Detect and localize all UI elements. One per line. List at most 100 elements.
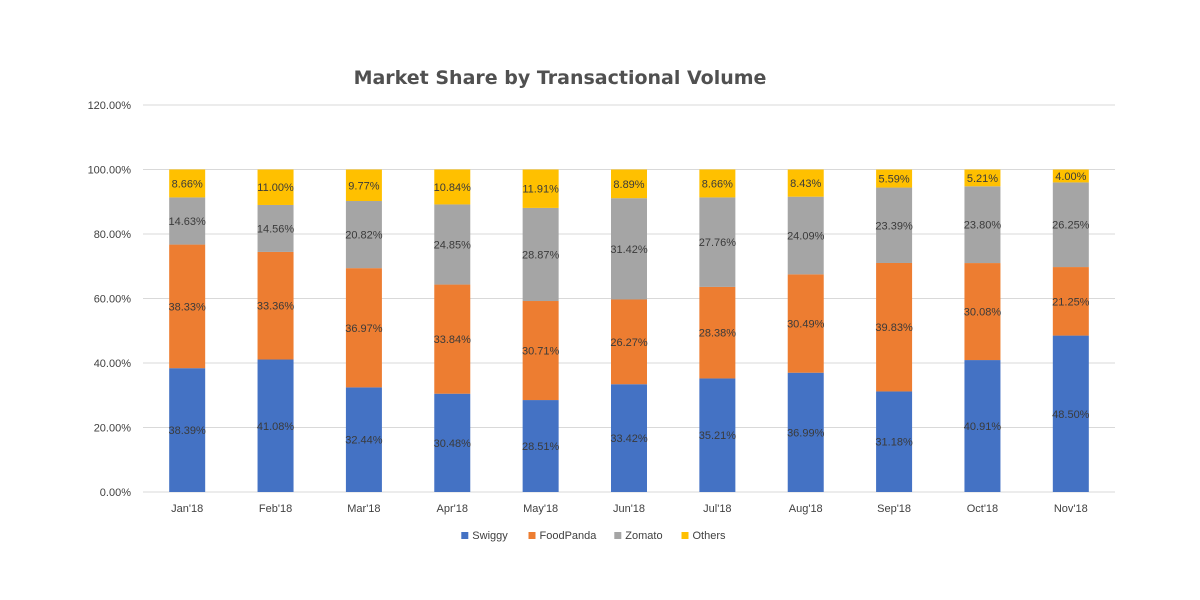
data-label: 4.00% — [1055, 171, 1086, 183]
legend-label: Others — [693, 530, 727, 542]
data-label: 33.42% — [610, 433, 648, 445]
bar-segment-foodpanda — [169, 244, 206, 369]
bar-segment-zomato — [876, 187, 913, 263]
legend-swatch-others — [681, 532, 689, 539]
bar-segment-zomato — [522, 207, 559, 302]
data-label: 38.33% — [169, 301, 207, 313]
y-tick-label: 60.00% — [94, 294, 132, 306]
bar-segment-swiggy — [169, 368, 206, 492]
bar-segment-others — [257, 169, 294, 205]
data-label: 30.71% — [522, 346, 560, 358]
bar-segment-others — [1052, 169, 1089, 183]
data-label: 10.84% — [434, 182, 472, 194]
y-tick-label: 100.00% — [88, 165, 132, 177]
data-label: 28.38% — [699, 328, 737, 340]
data-label: 28.87% — [522, 249, 560, 261]
bar-segment-swiggy — [434, 393, 471, 492]
data-label: 32.44% — [345, 435, 383, 447]
y-tick-label: 20.00% — [94, 423, 132, 435]
bar-segment-others — [611, 169, 647, 199]
bar-segment-others — [522, 169, 559, 208]
bar-segment-foodpanda — [964, 263, 1001, 361]
data-label: 30.49% — [787, 319, 825, 331]
legend-label: Zomato — [625, 530, 662, 542]
x-axis-ticks: Jan'18 Feb'18 Mar'18 Apr'18 May'18 Jun'18 Jul'… — [171, 503, 1088, 515]
chart-title: Market Share by Transactional Volume — [354, 67, 767, 89]
bar-segment-others — [787, 169, 824, 197]
bar-segment-foodpanda — [522, 301, 559, 401]
data-label: 30.48% — [434, 438, 472, 450]
data-label: 36.99% — [787, 427, 825, 439]
bar-segment-swiggy — [787, 372, 824, 492]
bar-segment-foodpanda — [787, 274, 824, 373]
x-tick-label: May'18 — [523, 503, 558, 515]
data-label: 9.77% — [348, 180, 379, 192]
bar-segment-zomato — [699, 197, 736, 287]
data-label: 21.25% — [1052, 296, 1090, 308]
bar-segment-foodpanda — [876, 262, 913, 392]
data-label: 26.27% — [610, 337, 648, 349]
data-label: 8.89% — [613, 179, 644, 191]
data-label: 24.85% — [434, 239, 472, 251]
legend-swatch-zomato — [614, 532, 622, 539]
bar-segment-others — [434, 169, 471, 205]
data-label: 11.91% — [522, 184, 559, 196]
bar-segment-zomato — [434, 204, 471, 285]
x-tick-label: Sep'18 — [877, 503, 911, 515]
data-label: 33.84% — [434, 334, 472, 346]
bar-segment-swiggy — [1052, 335, 1089, 492]
bar-segment-swiggy — [345, 387, 382, 492]
data-label: 48.50% — [1052, 409, 1090, 421]
x-tick-label: Nov'18 — [1054, 503, 1088, 515]
legend-swatch-foodpanda — [528, 532, 536, 539]
segment-labels: 38.39% 38.33% 14.63% 8.66% 41.08% 33.36% 14.56… — [169, 171, 1090, 453]
bar-segment-others — [169, 169, 206, 198]
bar-segment-others — [345, 169, 382, 202]
data-label: 11.00% — [257, 182, 294, 194]
bar-segment-foodpanda — [611, 299, 647, 385]
bar-segment-others — [876, 169, 913, 188]
data-label: 24.09% — [787, 231, 825, 243]
bar-segment-swiggy — [522, 400, 559, 492]
bar-segment-zomato — [1052, 182, 1089, 268]
bar-segment-zomato — [345, 201, 382, 269]
bar-segment-foodpanda — [434, 284, 471, 394]
x-tick-label: Feb'18 — [259, 503, 292, 515]
legend-label: Swiggy — [472, 530, 508, 542]
x-tick-label: Aug'18 — [789, 503, 823, 515]
data-label: 5.21% — [967, 173, 998, 185]
data-label: 38.39% — [169, 425, 207, 437]
bar-segment-foodpanda — [257, 251, 294, 360]
x-tick-label: Oct'18 — [967, 503, 998, 515]
data-label: 26.25% — [1052, 220, 1090, 232]
data-label: 14.63% — [169, 216, 207, 228]
data-label: 31.42% — [610, 244, 648, 256]
legend-swatch-swiggy — [461, 532, 469, 539]
bars — [169, 169, 1089, 492]
bar-segment-zomato — [611, 198, 647, 300]
data-label: 41.08% — [257, 421, 295, 433]
data-label: 31.18% — [875, 437, 913, 449]
x-tick-label: Jun'18 — [613, 503, 645, 515]
bar-segment-others — [699, 169, 736, 198]
y-tick-label: 120.00% — [88, 100, 132, 112]
bar-segment-foodpanda — [699, 286, 736, 379]
x-tick-label: Jul'18 — [703, 503, 731, 515]
legend: Swiggy FoodPanda Zomato Others — [461, 530, 726, 542]
bar-segment-zomato — [787, 196, 824, 275]
x-tick-label: Jan'18 — [171, 503, 203, 515]
bar-segment-zomato — [257, 204, 294, 252]
data-label: 40.91% — [964, 421, 1002, 433]
y-tick-label: 0.00% — [100, 487, 131, 499]
data-label: 23.39% — [875, 220, 913, 232]
data-label: 36.97% — [345, 323, 383, 335]
data-label: 30.08% — [964, 307, 1002, 319]
y-tick-label: 40.00% — [94, 358, 132, 370]
bar-segment-swiggy — [257, 359, 294, 492]
data-label: 33.36% — [257, 301, 295, 313]
y-axis-ticks: 0.00% 20.00% 40.00% 60.00% 80.00% 100.00% 120.… — [88, 100, 132, 499]
data-label: 28.51% — [522, 441, 560, 453]
data-label: 5.59% — [878, 174, 909, 186]
